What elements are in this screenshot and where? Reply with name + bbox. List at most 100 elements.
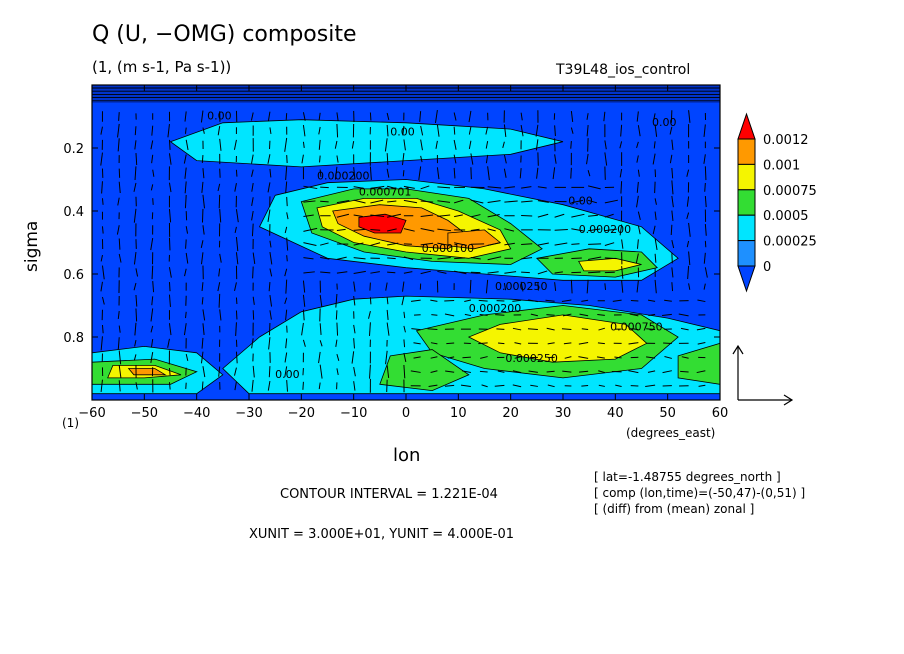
wind-vector: [571, 213, 585, 218]
wind-vector: [403, 256, 414, 261]
wind-vector: [562, 313, 572, 317]
wind-vector: [604, 257, 617, 260]
wind-vector: [418, 166, 422, 181]
wind-vector: [302, 141, 305, 148]
wind-vector: [503, 154, 507, 164]
vector-field: [100, 110, 708, 393]
wind-vector: [654, 211, 657, 220]
wind-vector: [319, 169, 322, 177]
wind-vector: [420, 155, 423, 163]
wind-vector: [403, 325, 406, 333]
wind-vector: [133, 252, 137, 265]
wind-vector: [284, 226, 288, 234]
wind-vector: [652, 153, 656, 165]
wind-vector: [369, 322, 371, 337]
wind-vector: [402, 170, 405, 177]
wind-vector: [504, 271, 517, 274]
x-axis-units: (degrees_east): [626, 426, 716, 440]
x-tick-label: 30: [555, 406, 572, 421]
wind-vector: [284, 137, 288, 152]
wind-vector: [462, 356, 471, 359]
wind-vector: [546, 370, 555, 373]
wind-vector: [603, 111, 606, 122]
contour-label: 0.000250: [495, 280, 548, 293]
wind-vector: [680, 327, 689, 331]
contour-label: 0.000250: [505, 352, 558, 365]
wind-vector: [135, 294, 138, 307]
wind-vector: [628, 370, 639, 374]
wind-vector: [387, 185, 396, 189]
y-tick-label: 0.4: [63, 205, 84, 220]
wind-vector: [370, 242, 381, 246]
wind-vector: [318, 351, 321, 364]
wind-vector: [303, 200, 316, 203]
wind-vector: [554, 229, 568, 231]
wind-vector: [671, 240, 675, 249]
wind-vector: [353, 270, 366, 275]
wind-vector: [437, 256, 451, 260]
x-tick-label: −20: [288, 406, 315, 421]
wind-vector: [185, 239, 187, 249]
wind-vector: [336, 322, 339, 336]
contour-label: 0.000701: [359, 185, 412, 198]
wind-vector: [437, 242, 448, 246]
wind-vector: [353, 228, 366, 231]
fill-region-level-5: [358, 213, 407, 234]
wind-vector: [704, 195, 707, 208]
colorbar-label: 0.0012: [763, 133, 809, 148]
fill-region-level-3: [467, 314, 648, 363]
wind-vector: [464, 313, 471, 317]
wind-vector: [430, 342, 438, 345]
wind-vector: [168, 267, 172, 278]
wind-vector: [619, 168, 623, 178]
wind-vector: [135, 153, 138, 166]
y-tick-label: 0.6: [63, 268, 84, 283]
wind-vector: [219, 309, 222, 321]
wind-vector: [487, 228, 496, 232]
wind-vector: [662, 313, 672, 317]
wind-vector: [201, 337, 204, 349]
wind-vector: [286, 212, 289, 220]
wind-vector: [503, 124, 507, 137]
wind-vector: [101, 181, 103, 194]
wind-vector: [117, 310, 120, 319]
wind-vector: [384, 138, 388, 152]
wind-vector: [235, 310, 238, 320]
wind-vector: [664, 356, 672, 359]
wind-vector: [267, 209, 271, 222]
wind-vector: [336, 271, 348, 274]
wind-vector: [688, 222, 691, 237]
x-tick-label: 0: [402, 406, 410, 421]
wind-vector: [183, 323, 187, 336]
wind-vector: [581, 385, 589, 387]
wind-vector: [353, 366, 356, 377]
wind-vector: [118, 350, 122, 365]
ref-vector-y-head: [732, 344, 744, 355]
wind-vector: [219, 253, 222, 263]
wind-vector: [135, 382, 138, 390]
wind-vector: [252, 266, 254, 279]
wind-vector: [117, 123, 120, 138]
wind-vector: [267, 380, 271, 391]
wind-vector: [570, 141, 572, 149]
wind-vector: [386, 153, 389, 165]
wind-vector: [604, 242, 615, 246]
wind-vector: [419, 111, 422, 122]
wind-vector: [252, 296, 255, 305]
wind-vector: [688, 110, 691, 123]
wind-vector: [117, 138, 120, 152]
wind-vector: [597, 342, 605, 345]
wind-vector: [320, 242, 329, 246]
wind-vector: [434, 110, 438, 123]
wind-vector: [168, 382, 171, 390]
wind-vector: [453, 167, 456, 179]
x-tick-label: 20: [502, 406, 519, 421]
wind-vector: [168, 367, 171, 376]
wind-vector: [619, 141, 623, 149]
wind-vector: [420, 200, 434, 203]
wind-vector: [303, 185, 318, 190]
wind-vector: [152, 169, 155, 177]
contour-label: 0.00: [568, 195, 593, 208]
wind-vector: [502, 141, 505, 149]
wind-vector: [336, 368, 339, 376]
